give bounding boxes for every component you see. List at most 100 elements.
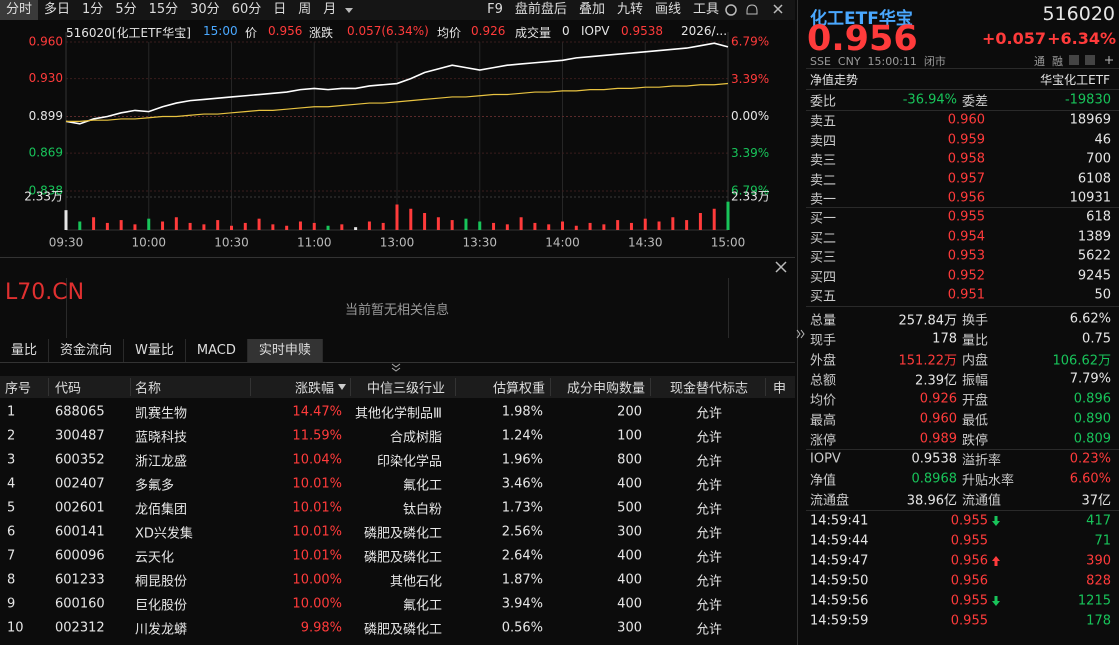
table-cell: 其他石化 — [389, 574, 442, 590]
book-level: 卖一 — [810, 192, 837, 208]
table-cell: 钛白粉 — [402, 502, 442, 518]
column-header: 申 — [773, 381, 787, 397]
period-tab[interactable]: 月 — [323, 2, 337, 17]
book-volume: 9245 — [1077, 268, 1111, 283]
divider — [0, 362, 795, 363]
tool-button[interactable]: F9 — [487, 2, 503, 17]
tab[interactable]: W量比 — [124, 339, 186, 362]
trade-volume: 1215 — [1077, 593, 1111, 609]
book-level: 卖三 — [810, 153, 837, 169]
x-tick-label: 13:30 — [462, 236, 497, 250]
book-volume: 46 — [1094, 132, 1111, 147]
field-label: 总量 — [810, 313, 837, 329]
trade-time: 14:59:44 — [810, 533, 869, 549]
y-tick-label: 0.838 — [29, 184, 63, 198]
field-value: 0.75 — [1082, 331, 1111, 347]
field-label: 升贴水率 — [962, 473, 1015, 489]
quote-iopv: 0.9538 — [621, 24, 663, 38]
table-cell: 蓝晓科技 — [135, 430, 188, 446]
collapse-icon[interactable] — [390, 363, 402, 373]
field-label: 最低 — [962, 413, 989, 429]
fund-name: 华宝化工ETF — [1040, 73, 1110, 87]
table-cell: 凯赛生物 — [135, 406, 188, 422]
column-separator — [765, 378, 766, 396]
divider — [806, 207, 1119, 208]
period-tab[interactable]: 多日 — [44, 2, 71, 17]
field-value: 2.39亿 — [915, 373, 957, 389]
period-tab[interactable]: 日 — [273, 2, 287, 17]
volume-bar — [602, 224, 606, 230]
table-cell: 1.98% — [501, 404, 543, 420]
book-price: 0.956 — [947, 190, 985, 206]
trade-time: 14:59:59 — [810, 613, 869, 629]
field-value: 7.79% — [1069, 371, 1111, 387]
volume-bar — [367, 221, 371, 230]
field-label: 溢折率 — [962, 453, 1002, 469]
period-tab[interactable]: 30分 — [190, 2, 220, 17]
volume-bar — [188, 222, 192, 230]
volume-bar — [657, 221, 661, 230]
trade-arrow — [992, 596, 1000, 606]
trade-time: 14:59:41 — [810, 513, 869, 529]
field-label: 委差 — [962, 94, 989, 110]
tab[interactable]: 实时申赎 — [247, 339, 323, 362]
field-value: 6.60% — [1069, 471, 1111, 487]
quote-price: 0.956 — [268, 24, 303, 38]
expand-icon[interactable] — [796, 328, 806, 340]
tool-button[interactable]: 叠加 — [578, 2, 605, 17]
tool-button[interactable]: 画线 — [654, 2, 681, 17]
volume-bar — [119, 220, 123, 230]
tab[interactable]: MACD — [186, 339, 248, 362]
trade-price: 0.956 — [950, 553, 988, 569]
period-tab[interactable]: 1分 — [82, 2, 104, 17]
trade-volume: 71 — [1094, 533, 1111, 549]
nav-tab[interactable]: 净值走势 — [810, 73, 859, 87]
sort-icon[interactable] — [338, 383, 347, 391]
period-tab[interactable]: 60分 — [231, 2, 262, 17]
period-tab[interactable]: 5分 — [115, 2, 137, 17]
tab[interactable]: 量比 — [0, 339, 50, 362]
intraday-chart: 09:30 10:00 10:30 11:00 13:00 13:30 14:00 14:30… — [24, 32, 770, 250]
field-label: IOPV — [810, 451, 841, 467]
tool-button[interactable]: 工具 — [692, 2, 719, 17]
volume-bar — [547, 224, 551, 230]
close-button[interactable] — [774, 260, 788, 274]
table-cell: 1.96% — [501, 452, 543, 468]
column-header: 涨跌幅 — [294, 381, 334, 397]
field-value: 0.23% — [1069, 451, 1111, 467]
table-cell: 0.56% — [501, 620, 543, 636]
volume-bar — [505, 224, 509, 230]
tool-button[interactable]: 九转 — [616, 2, 643, 17]
column-separator — [455, 378, 456, 396]
table-cell: 11.59% — [292, 428, 342, 444]
period-tab[interactable]: 周 — [298, 2, 312, 17]
x-tick-label: 10:30 — [214, 236, 249, 250]
table-cell: 允许 — [695, 622, 723, 638]
table-cell: 300487 — [55, 428, 105, 444]
quote-label: 价 — [245, 26, 258, 40]
tab[interactable]: 资金流向 — [49, 339, 125, 362]
table-cell: 4 — [7, 476, 16, 492]
field-value: 0.9538 — [911, 451, 958, 467]
period-tab[interactable]: 15分 — [148, 2, 179, 17]
table-cell: 允许 — [695, 598, 723, 614]
book-volume: 700 — [1086, 151, 1111, 167]
dropdown-icon[interactable] — [342, 0, 356, 20]
table-cell: 允许 — [695, 574, 723, 590]
book-price: 0.955 — [947, 209, 985, 225]
table-cell: XD兴发集 — [135, 526, 193, 542]
period-tab[interactable]: 分时 — [0, 0, 39, 20]
volume-bar — [271, 224, 275, 230]
column-separator — [48, 378, 49, 396]
volume-bar — [685, 220, 689, 230]
field-label: 现手 — [810, 333, 837, 349]
field-label: 开盘 — [962, 393, 989, 409]
toolbar-icons[interactable] — [722, 2, 792, 18]
panel-icons[interactable] — [1068, 54, 1116, 66]
table-cell: 允许 — [695, 550, 723, 566]
tool-button[interactable]: 盘前盘后 — [514, 2, 567, 17]
table-cell: 允许 — [695, 430, 723, 446]
book-price: 0.957 — [947, 171, 985, 186]
table-cell: 10.01% — [292, 500, 342, 516]
volume-bar — [381, 222, 385, 230]
